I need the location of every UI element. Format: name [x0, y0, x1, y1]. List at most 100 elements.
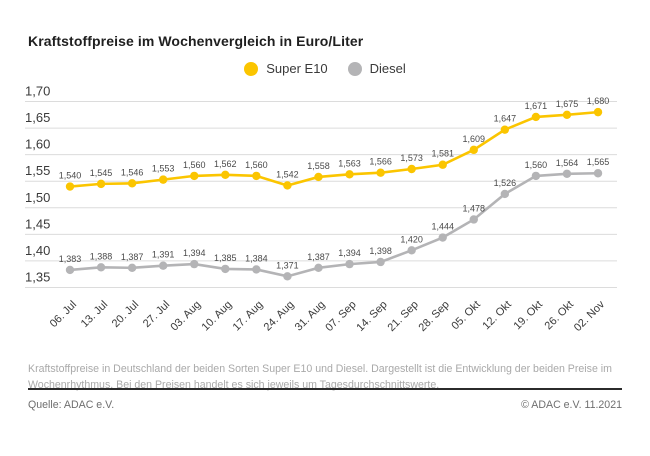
x-tick-label: 19. Okt	[511, 299, 545, 333]
copyright-text: © ADAC e.V. 11.2021	[521, 399, 622, 411]
value-label: 1,562	[214, 159, 237, 169]
data-point	[158, 261, 168, 270]
y-tick-label: 1,60	[25, 137, 50, 152]
data-point	[438, 160, 447, 169]
data-point	[376, 257, 385, 267]
value-label: 1,564	[556, 158, 579, 168]
data-point	[65, 182, 75, 191]
y-tick-label: 1,70	[25, 85, 50, 99]
x-tick-label: 13. Jul	[79, 299, 110, 330]
x-tick-label: 31. Aug	[293, 299, 328, 334]
data-point	[65, 265, 75, 275]
value-label: 1,394	[338, 248, 361, 258]
value-label: 1,387	[121, 252, 144, 262]
legend: Super E10 Diesel	[0, 61, 650, 76]
x-tick-label: 21. Sep	[385, 299, 420, 334]
value-label: 1,398	[369, 246, 392, 256]
y-tick-label: 1,65	[25, 110, 50, 125]
legend-item-diesel: Diesel	[347, 61, 406, 76]
data-point	[438, 233, 447, 242]
data-point	[283, 181, 292, 190]
data-point	[127, 179, 137, 188]
data-point	[407, 164, 416, 174]
footer-divider	[28, 388, 622, 390]
x-tick-label: 26. Okt	[543, 299, 577, 333]
data-point	[469, 145, 478, 155]
data-point	[96, 179, 106, 189]
data-point	[531, 171, 541, 181]
data-point	[531, 112, 541, 122]
data-point	[376, 168, 385, 177]
value-label: 1,560	[245, 160, 268, 170]
data-point	[593, 169, 603, 178]
data-point	[96, 263, 106, 272]
data-point	[252, 171, 261, 181]
value-label: 1,545	[90, 168, 113, 178]
value-label: 1,388	[90, 251, 113, 261]
value-label: 1,560	[183, 160, 206, 170]
value-label: 1,675	[556, 99, 579, 109]
value-label: 1,391	[152, 250, 175, 260]
series-line-super-e10	[69, 110, 599, 188]
data-point	[252, 265, 261, 274]
data-point	[407, 246, 416, 255]
value-label: 1,581	[431, 149, 454, 159]
y-tick-label: 1,50	[25, 190, 50, 205]
x-tick-label: 07. Sep	[323, 299, 358, 334]
x-tick-label: 05. Okt	[449, 299, 483, 333]
y-tick-label: 1,45	[25, 216, 50, 231]
x-tick-label: 06. Jul	[48, 299, 79, 330]
data-point	[345, 259, 354, 269]
value-label: 1,546	[121, 167, 144, 177]
data-point	[562, 110, 572, 119]
series-line-diesel	[69, 171, 599, 278]
value-label: 1,478	[463, 203, 486, 213]
data-point	[562, 169, 572, 178]
value-label: 1,383	[59, 254, 82, 264]
y-tick-label: 1,35	[25, 269, 50, 284]
data-point	[127, 263, 137, 273]
line-chart: 1,70 1,65 1,60 1,55 1,50 1,45 1,40 1,35 06. Jul 1…	[0, 84, 650, 347]
data-point	[500, 189, 510, 199]
data-point	[221, 264, 230, 274]
value-label: 1,566	[369, 157, 392, 167]
value-label: 1,444	[431, 222, 454, 232]
value-label: 1,671	[525, 101, 548, 111]
legend-item-super-e10: Super E10	[244, 61, 328, 76]
source-text: Quelle: ADAC e.V.	[28, 399, 115, 411]
data-point	[314, 263, 323, 273]
data-point	[221, 170, 230, 180]
data-point	[190, 171, 199, 181]
value-label: 1,420	[400, 234, 423, 244]
value-label: 1,609	[463, 134, 486, 144]
value-label: 1,680	[587, 96, 610, 106]
value-label: 1,540	[59, 171, 82, 181]
legend-label: Super E10	[266, 61, 328, 76]
value-label: 1,553	[152, 164, 175, 174]
value-label: 1,526	[494, 178, 517, 188]
x-tick-label: 02. Nov	[572, 298, 608, 334]
x-tick-label: 03. Aug	[168, 299, 203, 334]
x-tick-label: 24. Aug	[262, 299, 297, 334]
data-point	[314, 172, 323, 182]
value-label: 1,563	[338, 158, 361, 168]
value-label: 1,560	[525, 160, 548, 170]
value-label: 1,542	[276, 169, 299, 179]
x-tick-label: 10. Aug	[200, 299, 235, 334]
value-label: 1,647	[494, 114, 517, 124]
value-label: 1,558	[307, 161, 330, 171]
value-label: 1,573	[400, 153, 423, 163]
legend-dot-icon	[244, 61, 259, 76]
page-title: Kraftstoffpreise im Wochenvergleich in E…	[28, 33, 364, 49]
x-tick-label: 12. Okt	[480, 299, 514, 333]
data-point	[283, 272, 292, 281]
value-label: 1,387	[307, 252, 330, 262]
value-label: 1,385	[214, 253, 237, 263]
data-point	[469, 215, 478, 224]
x-tick-label: 17. Aug	[231, 299, 266, 334]
y-tick-label: 1,55	[25, 163, 50, 178]
value-label: 1,371	[276, 260, 299, 270]
x-tick-label: 28. Sep	[417, 299, 452, 334]
value-label: 1,384	[245, 253, 268, 263]
